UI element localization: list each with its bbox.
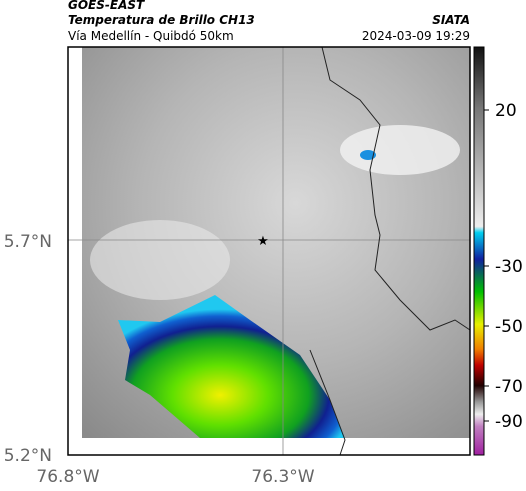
colorbar-ticks: 20 -30 -50 -70 -90 <box>484 101 523 432</box>
tick-label: -70 <box>495 377 523 397</box>
cold-cell <box>360 150 376 160</box>
lon-label: 76.8°W <box>36 467 99 487</box>
city-marker: ★ <box>257 234 269 249</box>
cloud <box>340 125 460 175</box>
border <box>309 46 471 456</box>
tick-label: -30 <box>495 257 523 277</box>
lat-label: 5.7°N <box>4 232 52 252</box>
satellite: GOES-EAST <box>68 0 145 12</box>
tick-label: 20 <box>495 101 517 121</box>
colorbar <box>473 46 485 456</box>
source: SIATA <box>432 13 470 27</box>
frame <box>67 46 471 456</box>
lon-label: 76.3°W <box>251 467 314 487</box>
tick-label: -50 <box>495 317 523 337</box>
storm <box>118 295 345 438</box>
lat-label: 5.2°N <box>4 446 52 466</box>
tick-label: -90 <box>495 412 523 432</box>
product: Temperatura de Brillo CH13 <box>68 13 255 27</box>
datetime: 2024-03-09 19:29 <box>362 29 470 43</box>
route: Vía Medellín - Quibdó 50km <box>68 29 234 43</box>
cloud <box>90 220 230 300</box>
